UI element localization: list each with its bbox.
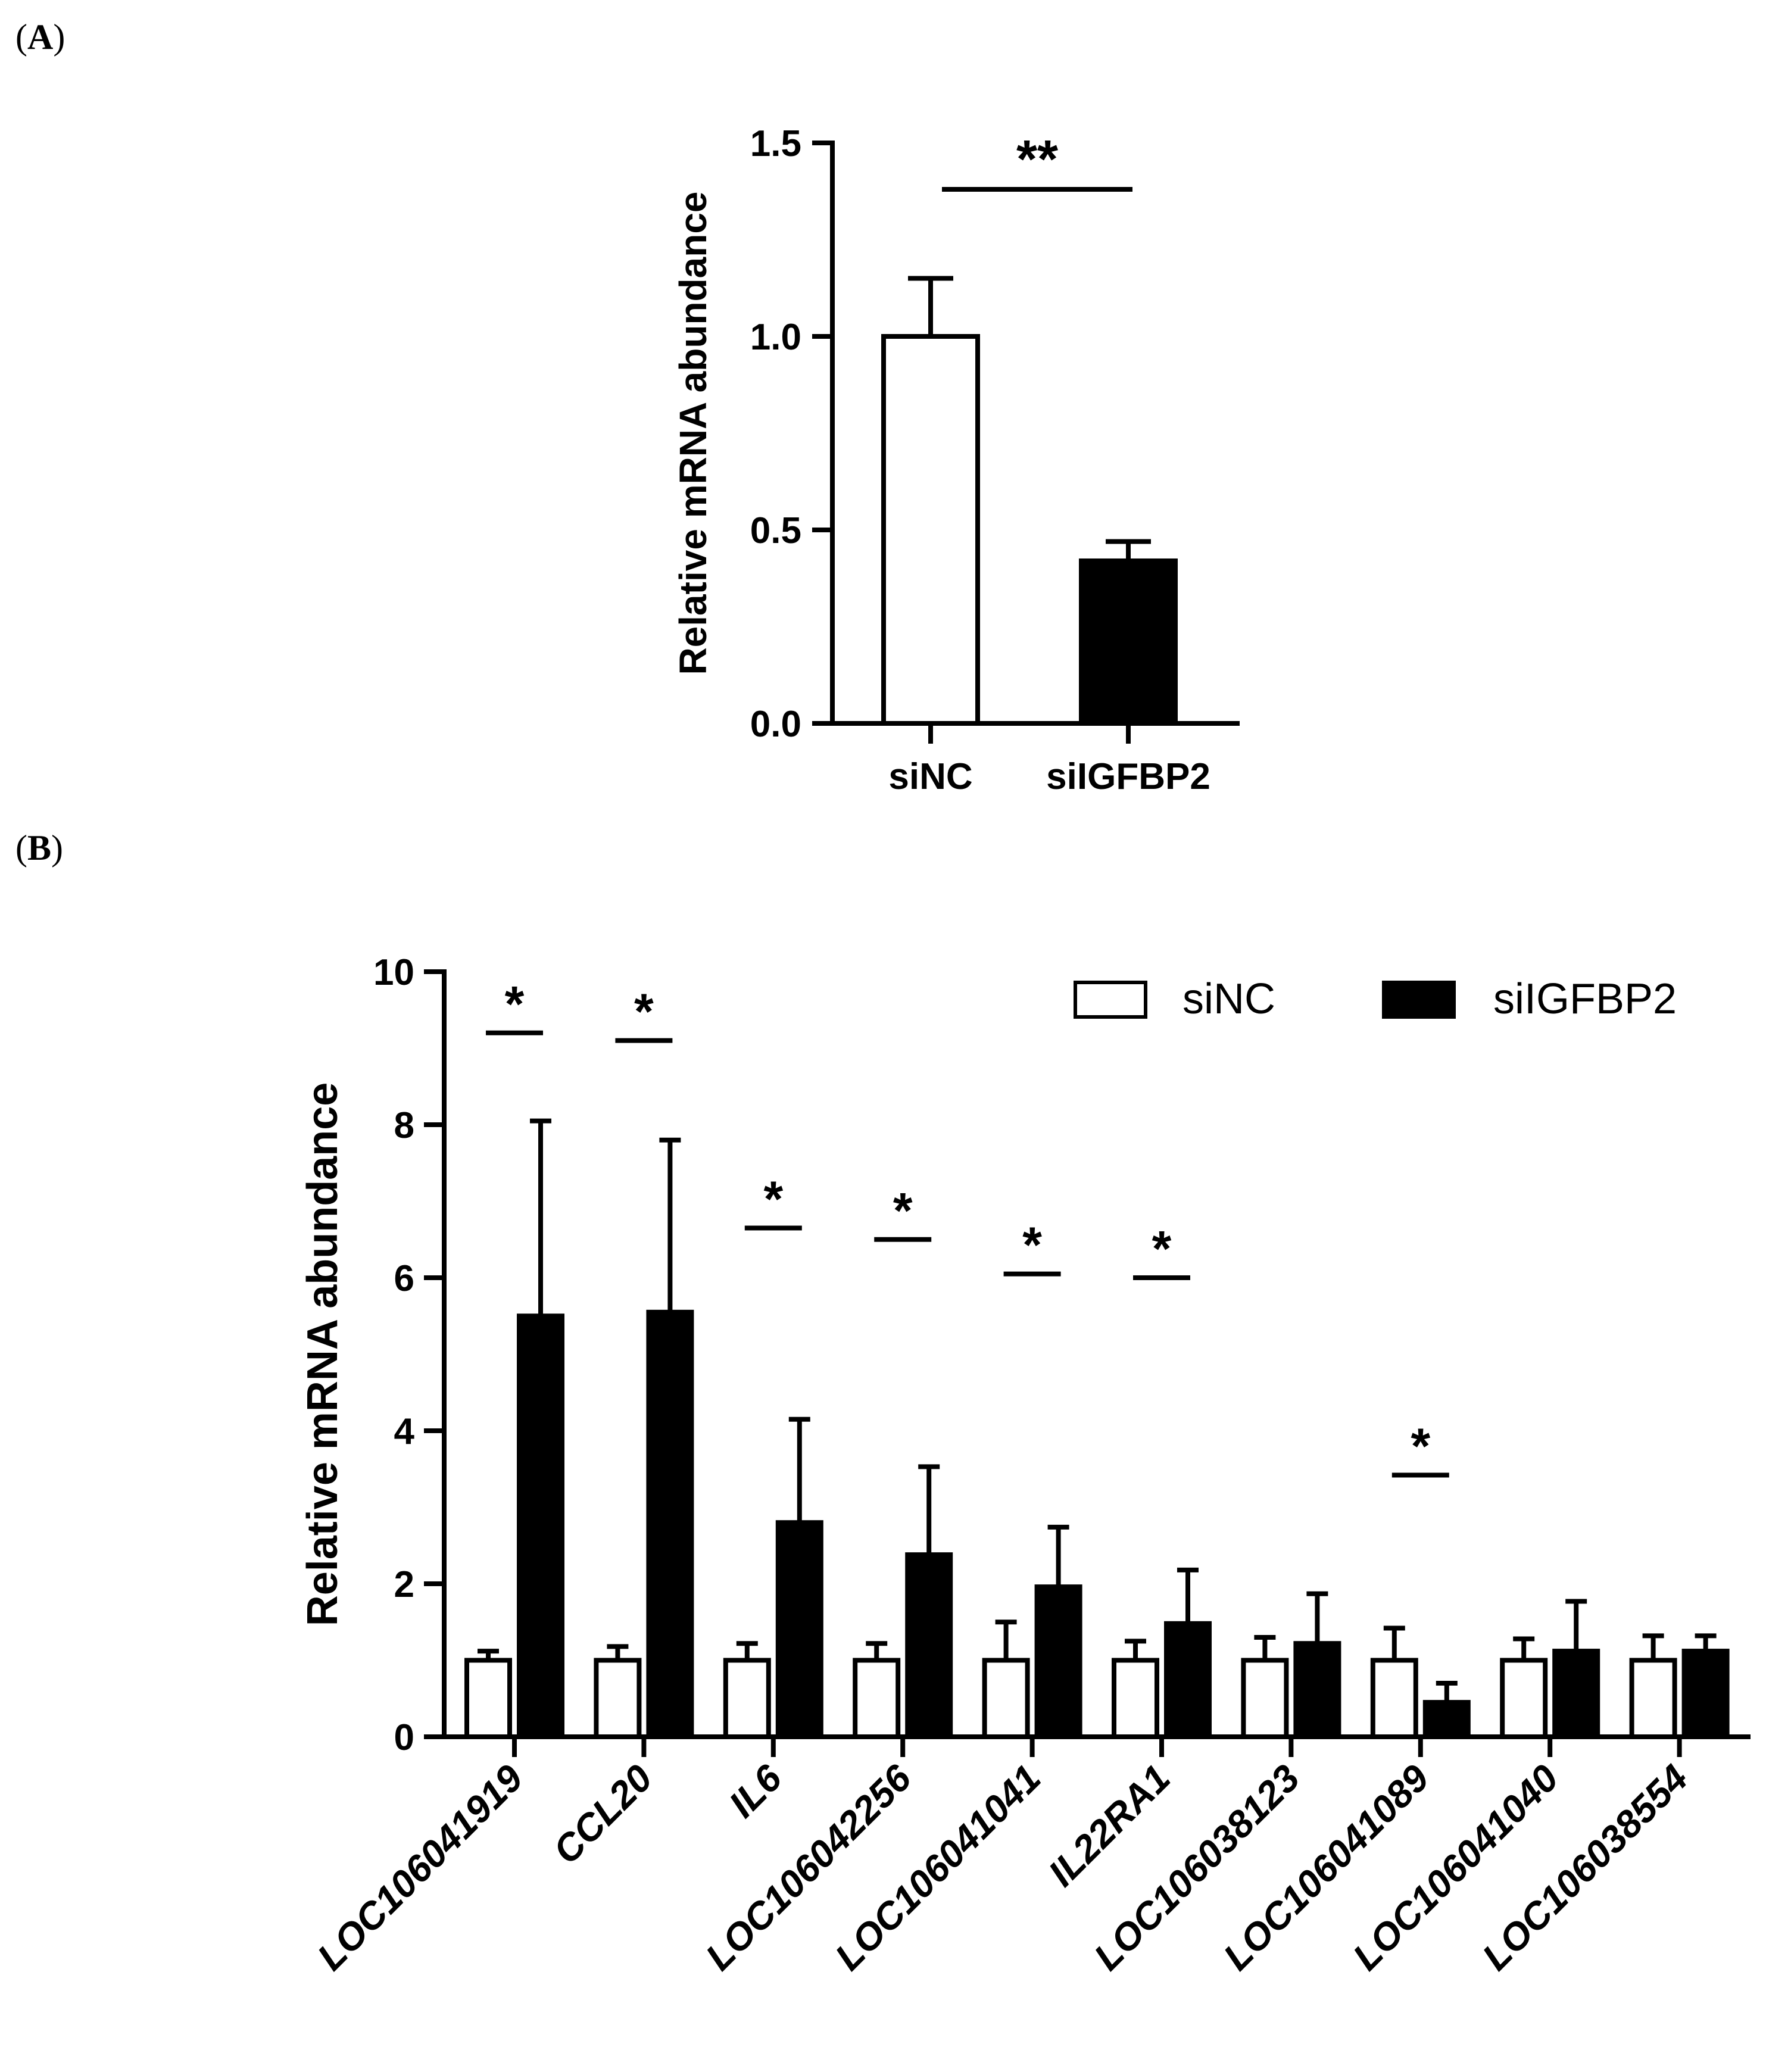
x-tick-label: IL22RA1 — [1040, 1756, 1178, 1895]
bar-siigfbp2 — [1552, 1649, 1600, 1740]
bar-siigfbp2 — [1422, 1700, 1471, 1740]
x-tick-label: siNC — [888, 756, 972, 797]
y-tick-label: 0.0 — [750, 704, 801, 745]
significance-mark: * — [634, 984, 654, 1040]
bar-sinc — [723, 1658, 771, 1739]
bar-siigfbp2 — [1079, 558, 1178, 726]
bar-sinc — [982, 1658, 1030, 1739]
significance-mark: * — [763, 1171, 783, 1227]
bar-siigfbp2 — [905, 1552, 953, 1739]
bar-siigfbp2 — [646, 1309, 694, 1739]
y-axis-label: Relative mRNA abundance — [672, 191, 714, 675]
significance-mark: * — [1022, 1217, 1042, 1273]
x-tick-label: siIGFBP2 — [1046, 756, 1210, 797]
significance-mark: * — [893, 1182, 913, 1238]
bar-siigfbp2 — [1034, 1584, 1082, 1739]
chart-a: 0.0 0.5 1.0 1.5 siNC siIGFBP2 ** Relative mRNA … — [672, 123, 1240, 797]
bar-siigfbp2 — [1293, 1641, 1341, 1739]
significance-mark: ** — [1016, 130, 1058, 189]
bar-siigfbp2 — [1164, 1621, 1212, 1740]
bar-sinc — [1370, 1658, 1418, 1739]
legend-swatch-siigfbp2 — [1382, 981, 1456, 1019]
bar-sinc — [464, 1658, 512, 1739]
bar-sinc — [1241, 1658, 1289, 1739]
panel-b-label: (B) — [15, 828, 63, 868]
panel-a-label: (A) — [15, 17, 65, 57]
legend-swatch-sinc — [1074, 981, 1147, 1019]
x-tick-label: CCL20 — [545, 1756, 660, 1872]
bar-sinc — [594, 1658, 642, 1739]
y-tick-label: 0.5 — [750, 510, 801, 551]
bar-sinc — [881, 334, 980, 726]
bar-siigfbp2 — [517, 1313, 564, 1739]
legend-label: siIGFBP2 — [1493, 975, 1677, 1023]
x-tick-label: IL6 — [720, 1756, 790, 1826]
x-tick-label: LOC106041919 — [309, 1756, 531, 1979]
y-tick-label: 1.5 — [750, 123, 801, 164]
significance-mark: * — [505, 976, 525, 1032]
bar-sinc — [1500, 1658, 1548, 1739]
y-tick-label: 0 — [394, 1717, 414, 1758]
y-tick-label: 1.0 — [750, 317, 801, 358]
y-tick-label: 4 — [394, 1411, 415, 1452]
bar-sinc — [853, 1658, 901, 1739]
y-tick-label: 10 — [373, 952, 414, 993]
y-axis-label: Relative mRNA abundance — [299, 1082, 347, 1627]
y-tick-label: 6 — [394, 1258, 414, 1299]
significance-mark: * — [1152, 1221, 1172, 1277]
significance-mark: * — [1411, 1418, 1430, 1474]
legend: siNC siIGFBP2 — [1074, 975, 1677, 1023]
legend-label: siNC — [1182, 975, 1275, 1023]
bar-sinc — [1112, 1658, 1159, 1739]
bar-sinc — [1629, 1658, 1677, 1739]
bar-siigfbp2 — [1681, 1649, 1730, 1740]
bar-siigfbp2 — [775, 1520, 823, 1739]
y-tick-label: 8 — [394, 1105, 414, 1146]
y-tick-label: 2 — [394, 1564, 414, 1605]
